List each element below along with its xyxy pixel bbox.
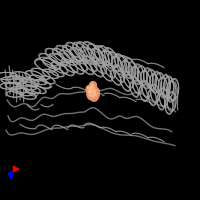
Circle shape (88, 84, 96, 92)
Circle shape (92, 88, 99, 95)
Circle shape (90, 93, 98, 101)
Circle shape (90, 85, 97, 91)
Circle shape (86, 85, 93, 93)
Circle shape (90, 86, 93, 89)
Circle shape (91, 83, 93, 85)
Circle shape (88, 91, 90, 93)
Circle shape (92, 86, 94, 88)
Circle shape (87, 90, 93, 95)
Circle shape (90, 82, 96, 88)
Circle shape (89, 88, 95, 94)
Circle shape (87, 89, 95, 97)
Circle shape (92, 90, 97, 96)
Circle shape (94, 93, 96, 95)
Circle shape (93, 91, 95, 93)
Circle shape (88, 90, 91, 93)
Circle shape (91, 94, 94, 97)
Circle shape (93, 89, 96, 92)
Circle shape (89, 94, 91, 96)
Circle shape (87, 87, 90, 89)
Circle shape (87, 92, 95, 100)
Circle shape (93, 92, 99, 98)
Circle shape (90, 89, 92, 91)
